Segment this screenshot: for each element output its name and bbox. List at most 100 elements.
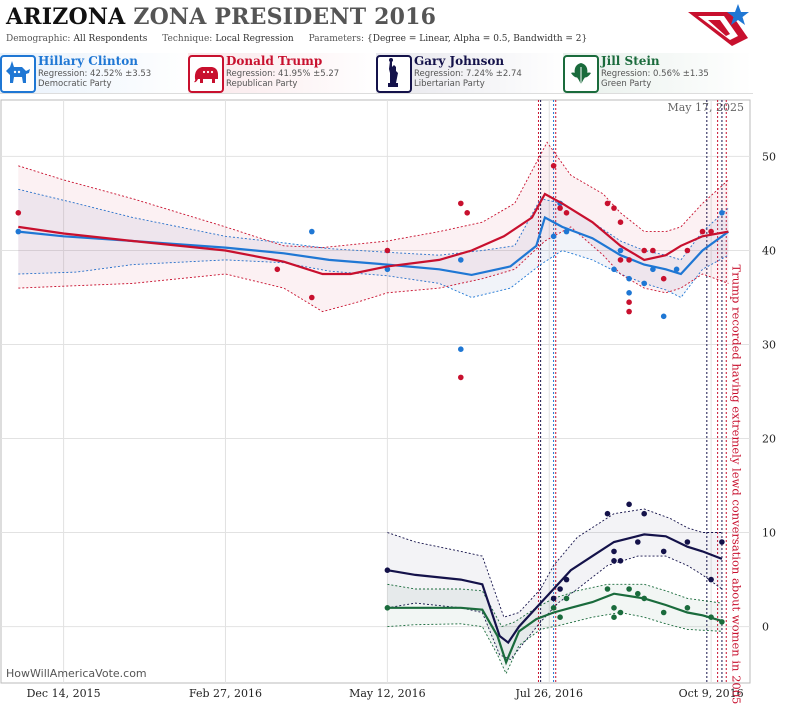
title-subtitle: ZONA PRESIDENT 2016 (133, 4, 437, 30)
x-tick-label: Oct 9, 2016 (679, 687, 744, 700)
poll-point (641, 280, 647, 287)
poll-point (641, 247, 647, 254)
poll-point (708, 614, 714, 620)
candidate-party: Republican Party (226, 79, 298, 89)
watermark: HowWillAmericaVote.com (6, 667, 147, 680)
candidate-card-stein[interactable]: Jill Stein Regression: 0.56% ±1.35 Green… (563, 53, 753, 94)
poll-point (458, 200, 464, 207)
regression-chart: Dec 14, 2015 Feb 27, 2016 May 12, 2016 Jul … (0, 99, 776, 704)
poll-point (384, 605, 391, 611)
page-title: ARIZONA ZONA PRESIDENT 2016 (6, 4, 436, 30)
poll-point (458, 374, 464, 381)
poll-point (611, 614, 617, 620)
poll-point (626, 308, 632, 315)
leaf-icon (563, 55, 599, 93)
parameters-value: {Degree = Linear, Alpha = 0.5, Bandwidth… (367, 34, 588, 44)
poll-point (660, 275, 667, 282)
demographic-label: Demographic: (6, 34, 71, 44)
candidate-name: Jill Stein (601, 54, 660, 68)
liberty-statue-icon (376, 55, 412, 93)
poll-point (458, 257, 464, 263)
y-tick-label: 40 (762, 244, 776, 257)
poll-point (611, 548, 617, 555)
candidate-regression: Regression: 7.24% ±2.74 (414, 69, 522, 79)
lower-bound-line (387, 555, 723, 661)
poll-point (660, 548, 667, 555)
poll-point (719, 210, 725, 216)
y-tick-label: 0 (762, 621, 769, 634)
poll-point (384, 567, 391, 573)
x-tick-label: May 12, 2016 (349, 687, 426, 700)
lower-bound-line (18, 226, 729, 313)
poll-point (617, 219, 624, 225)
poll-point (708, 576, 714, 583)
poll-point (384, 266, 391, 273)
poll-point (626, 257, 632, 263)
y-tick-label: 20 (762, 433, 776, 446)
confidence-band (18, 189, 729, 298)
poll-point (15, 228, 22, 235)
donkey-icon (0, 55, 36, 93)
poll-point (650, 266, 656, 273)
candidate-name: Donald Trump (226, 54, 323, 68)
candidate-name: Gary Johnson (414, 54, 505, 68)
poll-point (604, 510, 611, 517)
star-icon (727, 4, 749, 25)
poll-point (550, 233, 557, 240)
poll-point (699, 228, 706, 235)
poll-point (563, 576, 570, 583)
poll-point (719, 619, 725, 625)
confidence-band (387, 584, 722, 674)
candidate-regression: Regression: 41.95% ±5.27 (226, 69, 340, 79)
y-tick-label: 30 (762, 338, 776, 351)
y-tick-label: 10 (762, 527, 776, 540)
poll-point (719, 539, 725, 545)
poll-point (309, 294, 315, 301)
candidate-regression: Regression: 0.56% ±1.35 (601, 69, 709, 79)
x-tick-label: Jul 26, 2016 (515, 687, 584, 700)
poll-point (708, 228, 714, 235)
poll-point (604, 200, 611, 207)
header: ARIZONA ZONA PRESIDENT 2016 Demographic:… (0, 0, 789, 50)
poll-point (684, 539, 691, 545)
candidate-card-trump[interactable]: Donald Trump Regression: 41.95% ±5.27 Re… (188, 53, 378, 94)
poll-point (550, 595, 557, 602)
candidate-party: Green Party (601, 79, 652, 89)
poll-point (384, 247, 391, 254)
poll-point (660, 313, 667, 320)
poll-point (611, 558, 617, 564)
lower-bound-line (387, 612, 722, 675)
poll-point (274, 266, 281, 273)
poll-point (550, 163, 557, 169)
poll-point (458, 346, 464, 352)
technique-value: Local Regression (215, 34, 294, 44)
poll-point (557, 614, 563, 620)
technique-label: Technique: (162, 34, 213, 44)
x-tick-label: Dec 14, 2015 (27, 687, 101, 700)
poll-point (15, 210, 22, 216)
poll-point (673, 266, 680, 273)
poll-point (563, 228, 570, 235)
regression-line (18, 192, 729, 276)
poll-point (557, 205, 563, 211)
confidence-band (387, 509, 722, 660)
x-tick-label: Feb 27, 2016 (189, 687, 262, 700)
poll-point (550, 605, 557, 611)
poll-point (617, 257, 624, 263)
upper-bound-line (387, 583, 722, 628)
candidate-card-clinton[interactable]: Hillary Clinton Regression: 42.52% ±3.53… (0, 53, 190, 94)
candidate-card-johnson[interactable]: Gary Johnson Regression: 7.24% ±2.74 Lib… (376, 53, 566, 94)
poll-point (641, 595, 647, 602)
upper-bound-line (18, 141, 729, 249)
poll-point (611, 605, 617, 611)
poll-point (684, 605, 691, 611)
poll-point (309, 228, 315, 235)
poll-point (563, 595, 570, 602)
poll-point (626, 586, 632, 592)
poll-point (635, 590, 641, 597)
brand-logo[interactable] (686, 2, 750, 50)
poll-point (635, 539, 641, 545)
poll-point (684, 247, 691, 254)
candidate-name: Hillary Clinton (38, 54, 138, 68)
y-tick-label: 50 (762, 150, 776, 163)
